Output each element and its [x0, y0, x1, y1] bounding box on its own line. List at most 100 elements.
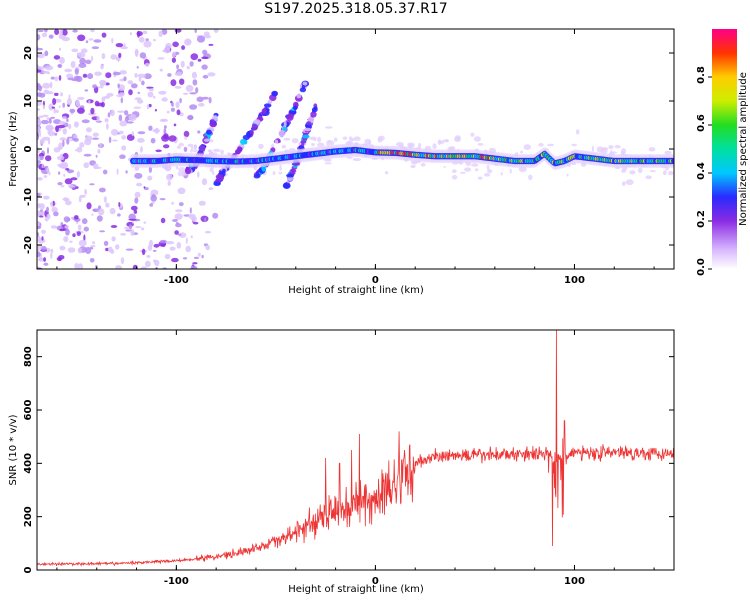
spectrogram-cell: [71, 216, 74, 220]
spectrogram-cell: [350, 137, 355, 142]
spectrogram-cell: [451, 169, 457, 174]
spectrogram-cell: [148, 125, 153, 131]
spectrogram-cell: [137, 137, 145, 143]
spectrogram-cell: [384, 171, 389, 175]
spectrogram-cell: [92, 208, 97, 211]
spectrogram-cell: [63, 216, 70, 223]
spectrogram-cell: [126, 121, 134, 124]
spectrogram-cell: [378, 135, 385, 141]
spectrogram-cell: [86, 202, 92, 210]
spectrogram-cell: [500, 172, 503, 176]
spectrogram-cell: [201, 254, 204, 259]
spectrogram-cell: [172, 41, 179, 48]
spectrogram-cell: [140, 227, 145, 231]
spectrogram-cell: [212, 212, 219, 219]
spectrogram-cell: [201, 178, 208, 186]
spectrogram-cell: [118, 52, 122, 59]
spectrogram-cell: [58, 47, 62, 51]
spectrogram-cell: [253, 174, 261, 179]
spectrogram-cell: [538, 143, 544, 147]
spectrogram-cell: [197, 252, 201, 257]
spectrogram-cell: [37, 159, 41, 165]
spectrogram-cell: [160, 119, 167, 122]
spectrogram-cell: [157, 57, 165, 60]
spectrogram-cell: [78, 196, 82, 203]
spectrogram-cell: [92, 137, 99, 140]
spectrogram-cell: [301, 85, 306, 90]
spectrogram-cell: [40, 119, 50, 125]
spectrogram-cell: [418, 142, 422, 149]
spectrogram-cell: [192, 149, 199, 153]
spectrogram-cell: [46, 125, 54, 132]
spectrogram-cell: [176, 71, 182, 77]
spectrogram-cell: [145, 38, 149, 42]
spectrogram-cell: [92, 241, 96, 245]
spectrogram-cell: [162, 49, 166, 53]
spectrogram-cell: [190, 265, 198, 269]
spectrogram-cell: [668, 170, 674, 176]
spectrogram-cell: [313, 138, 317, 142]
spectrogram-ytick-label: 10: [23, 94, 34, 108]
spectrogram-cell: [76, 146, 83, 153]
spectrogram-cell: [83, 234, 86, 242]
spectrogram-cell: [128, 224, 133, 230]
spectrogram-cell: [189, 92, 197, 95]
spectrogram-cell: [213, 29, 219, 33]
spectrogram-cell: [172, 51, 177, 57]
spectrogram-cell: [115, 244, 120, 250]
figure-title: S197.2025.318.05.37.R17: [264, 1, 447, 17]
spectrogram-cell: [37, 47, 44, 51]
spectrogram-cell: [42, 82, 51, 89]
spectrogram-cell: [115, 265, 122, 269]
spectrogram-cell: [105, 202, 110, 208]
spectrogram-cell: [57, 163, 65, 167]
spectrogram-cell: [53, 55, 61, 60]
spectrogram-cell: [317, 136, 322, 143]
spectrogram-cell: [118, 202, 121, 207]
spectrogram-cell: [648, 147, 656, 152]
spectrogram-cell: [547, 143, 554, 147]
spectrogram-cell: [46, 213, 51, 220]
spectrogram-cell: [100, 64, 104, 70]
spectrogram-cell: [142, 30, 148, 35]
spectrogram-cell: [159, 68, 163, 72]
snr-ytick-label: 0: [23, 566, 34, 573]
spectrogram-cell: [84, 188, 87, 195]
spectrogram-cell: [176, 109, 181, 116]
spectrogram-cell: [140, 146, 143, 153]
spectrogram-cell: [368, 140, 371, 146]
spectrogram-cell: [43, 257, 46, 262]
spectrogram-cell: [55, 125, 59, 133]
spectrogram-cell: [79, 57, 86, 65]
spectrogram-cell: [664, 150, 672, 155]
colorbar-tick-label: 0.8: [696, 66, 707, 84]
spectrogram-cell: [203, 34, 211, 39]
spectrogram-cell: [136, 66, 139, 69]
spectrogram-cell: [442, 139, 450, 143]
spectrogram-cell: [152, 39, 157, 42]
spectrogram-cell: [324, 126, 333, 129]
spectrogram-cell: [108, 136, 112, 144]
spectrogram-cell: [84, 138, 92, 146]
spectrogram-cell: [103, 240, 109, 246]
spectrogram-cell: [58, 75, 62, 81]
spectrogram-cell: [159, 198, 166, 201]
snr-ticks: -100 0 100 0 200 400 600 800: [23, 330, 674, 587]
spectrogram-cell: [124, 116, 129, 123]
spectrogram-xtick-label: 0: [372, 275, 379, 286]
spectrogram-cell: [49, 81, 53, 89]
spectrogram-cell: [76, 171, 80, 178]
spectrogram-cell: [62, 139, 65, 147]
spectrogram-cell: [111, 236, 116, 242]
spectrogram-cell: [180, 60, 185, 68]
spectrogram-cell: [193, 221, 199, 225]
spectrogram-cell: [133, 106, 142, 109]
spectrogram-cell: [129, 32, 132, 36]
spectrogram-cell: [52, 200, 55, 207]
spectrogram-cell: [115, 43, 124, 48]
spectrogram-cell: [237, 147, 243, 152]
spectrogram-cell: [37, 125, 40, 133]
spectrogram-cell: [69, 108, 76, 113]
spectrogram-cell: [48, 34, 54, 39]
